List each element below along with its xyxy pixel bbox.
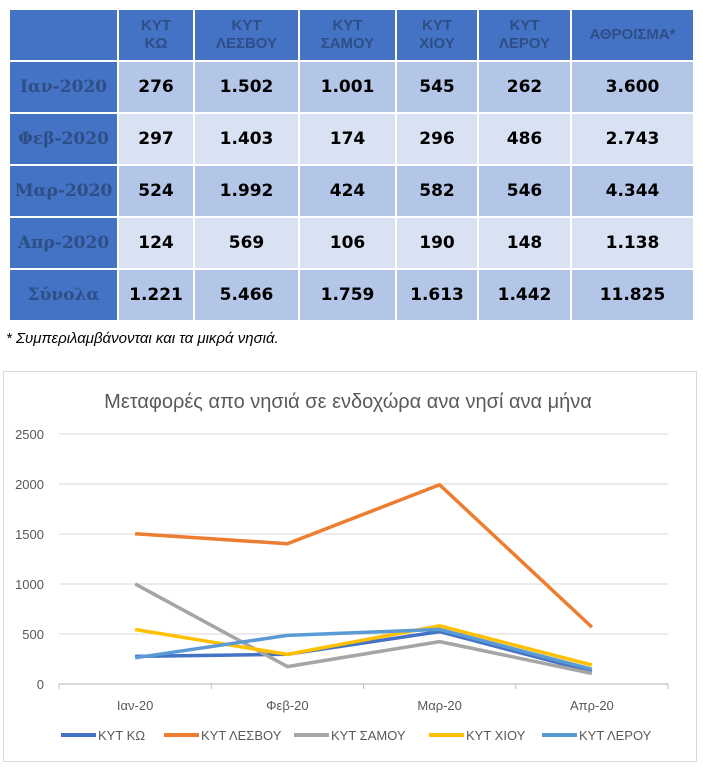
table-cell: 546 bbox=[477, 164, 572, 218]
legend-label: ΚΥΤ ΚΩ bbox=[98, 728, 145, 743]
x-tick-label: Ιαν-20 bbox=[117, 698, 153, 713]
table-cell: 582 bbox=[395, 164, 479, 218]
header-row: ΚΥΤ ΚΩ ΚΥΤ ΛΕΣΒΟΥ ΚΥΤ ΣΑΜΟΥ ΚΥΤ ΧΙΟΥ ΚΥΤ ΛΕΡΟ… bbox=[8, 8, 695, 62]
table-cell: 5.466 bbox=[193, 268, 300, 322]
legend-label: ΚΥΤ ΧΙΟΥ bbox=[466, 728, 526, 743]
line-chart: Μεταφορές απο νησιά σε ενδοχώρα ανα νησί… bbox=[3, 371, 697, 762]
table-cell: 545 bbox=[395, 60, 479, 114]
table-cell: 174 bbox=[298, 112, 397, 166]
header-cell: ΚΥΤ ΣΑΜΟΥ bbox=[298, 8, 397, 62]
x-tick-label: Φεβ-20 bbox=[266, 698, 308, 713]
y-tick-label: 500 bbox=[22, 627, 44, 642]
y-tick-label: 0 bbox=[37, 677, 44, 692]
table-row: Απρ-2020 124 569 106 190 148 1.138 bbox=[8, 216, 695, 270]
legend-label: ΚΥΤ ΛΕΣΒΟΥ bbox=[201, 728, 282, 743]
table-row: Σύνολα 1.221 5.466 1.759 1.613 1.442 11.825 bbox=[8, 268, 695, 322]
table-cell: 2.743 bbox=[570, 112, 695, 166]
series-line bbox=[135, 629, 593, 674]
row-header: Μαρ-2020 bbox=[8, 164, 119, 218]
table-cell: 3.600 bbox=[570, 60, 695, 114]
y-tick-label: 2500 bbox=[15, 427, 44, 442]
series-line bbox=[134, 624, 593, 667]
x-tick-label: Μαρ-20 bbox=[417, 698, 462, 713]
chart-svg: Μεταφορές απο νησιά σε ενδοχώρα ανα νησί… bbox=[15, 391, 669, 743]
table-cell: 297 bbox=[117, 112, 195, 166]
table-cell: 1.502 bbox=[193, 60, 300, 114]
table-cell: 1.001 bbox=[298, 60, 397, 114]
table-cell: 1.442 bbox=[477, 268, 572, 322]
table-cell: 1.759 bbox=[298, 268, 397, 322]
table-row: Μαρ-2020 524 1.992 424 582 546 4.344 bbox=[8, 164, 695, 218]
table-cell: 190 bbox=[395, 216, 479, 270]
table-row: Ιαν-2020 276 1.502 1.001 545 262 3.600 bbox=[8, 60, 695, 114]
header-cell: ΚΥΤ ΛΕΡΟΥ bbox=[477, 8, 572, 62]
table-cell: 524 bbox=[117, 164, 195, 218]
table-cell: 148 bbox=[477, 216, 572, 270]
table-cell: 486 bbox=[477, 112, 572, 166]
legend-label: ΚΥΤ ΛΕΡΟΥ bbox=[579, 728, 652, 743]
row-header: Σύνολα bbox=[8, 268, 119, 322]
table-cell: 1.221 bbox=[117, 268, 195, 322]
table-cell: 124 bbox=[117, 216, 195, 270]
table-cell: 262 bbox=[477, 60, 572, 114]
table-cell: 4.344 bbox=[570, 164, 695, 218]
header-cell bbox=[8, 8, 119, 62]
data-table: ΚΥΤ ΚΩ ΚΥΤ ΛΕΣΒΟΥ ΚΥΤ ΣΑΜΟΥ ΚΥΤ ΧΙΟΥ ΚΥΤ ΛΕΡΟ… bbox=[8, 8, 695, 322]
y-tick-label: 2000 bbox=[15, 477, 44, 492]
row-header: Φεβ-2020 bbox=[8, 112, 119, 166]
table-cell: 296 bbox=[395, 112, 479, 166]
row-header: Ιαν-2020 bbox=[8, 60, 119, 114]
table-row: Φεβ-2020 297 1.403 174 296 486 2.743 bbox=[8, 112, 695, 166]
series-line bbox=[134, 582, 593, 676]
table-cell: 1.138 bbox=[570, 216, 695, 270]
series-line bbox=[135, 483, 594, 629]
table-cell: 276 bbox=[117, 60, 195, 114]
legend-label: ΚΥΤ ΣΑΜΟΥ bbox=[331, 728, 406, 743]
table-cell: 11.825 bbox=[570, 268, 695, 322]
table-cell: 569 bbox=[193, 216, 300, 270]
header-cell: ΑΘΡΟΙΣΜΑ* bbox=[570, 8, 695, 62]
y-tick-label: 1500 bbox=[15, 527, 44, 542]
table-cell: 1.992 bbox=[193, 164, 300, 218]
x-tick-label: Απρ-20 bbox=[570, 698, 614, 713]
chart-title: Μεταφορές απο νησιά σε ενδοχώρα ανα νησί… bbox=[104, 391, 592, 413]
header-cell: ΚΥΤ ΧΙΟΥ bbox=[395, 8, 479, 62]
y-tick-label: 1000 bbox=[15, 577, 44, 592]
header-cell: ΚΥΤ ΚΩ bbox=[117, 8, 195, 62]
footnote: * Συμπεριλαμβάνονται και τα μικρά νησιά. bbox=[6, 330, 279, 347]
table-cell: 424 bbox=[298, 164, 397, 218]
table-cell: 1.613 bbox=[395, 268, 479, 322]
row-header: Απρ-2020 bbox=[8, 216, 119, 270]
table-cell: 1.403 bbox=[193, 112, 300, 166]
series-line bbox=[134, 627, 593, 671]
table-cell: 106 bbox=[298, 216, 397, 270]
header-cell: ΚΥΤ ΛΕΣΒΟΥ bbox=[193, 8, 300, 62]
